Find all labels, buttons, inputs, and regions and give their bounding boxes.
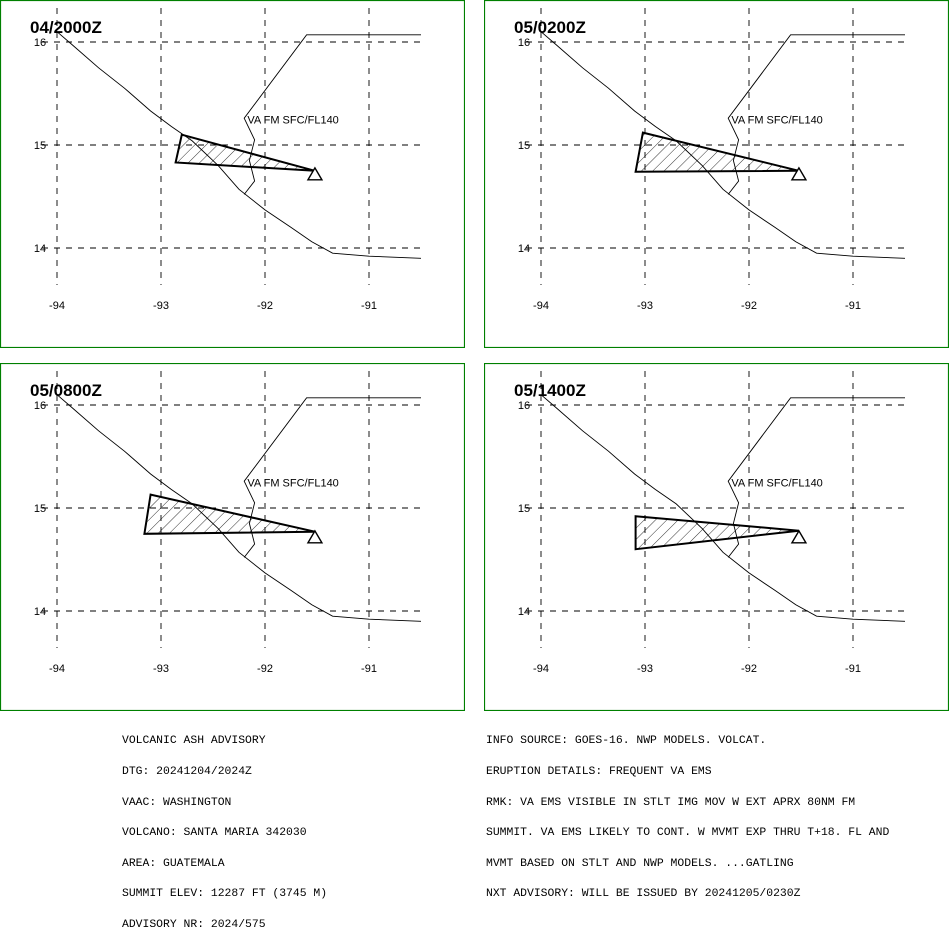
ash-cloud-polygon bbox=[143, 493, 316, 535]
advisory-line: SUMMIT ELEV: 12287 FT (3745 M) bbox=[122, 888, 328, 901]
advisory-line: DTG: 20241204/2024Z bbox=[122, 766, 252, 778]
lat-tick-label: 14 bbox=[518, 606, 530, 618]
panel-frame bbox=[0, 0, 465, 348]
ash-cloud-polygon bbox=[634, 515, 800, 551]
advisory-header: VOLCANIC ASH ADVISORY DTG: 20241204/2024… bbox=[122, 716, 327, 940]
lat-tick-label: 16 bbox=[34, 400, 46, 412]
country-border bbox=[727, 34, 905, 195]
lat-tick-label: 14 bbox=[518, 243, 530, 255]
lon-tick-label: -94 bbox=[49, 663, 65, 675]
lon-tick-label: -91 bbox=[845, 663, 861, 675]
lat-tick-label: 16 bbox=[518, 37, 530, 49]
lon-tick-label: -94 bbox=[49, 300, 65, 312]
panel-time-3: 05/0800Z bbox=[30, 381, 102, 400]
map-1: -94 -93 -92 -91 16 15 14 VA FM SFC/FL140 bbox=[0, 0, 465, 348]
plume-level-label: VA FM SFC/FL140 bbox=[247, 114, 339, 126]
advisory-line: AREA: GUATEMALA bbox=[122, 857, 225, 870]
advisory-line: NXT ADVISORY: WILL BE ISSUED BY 20241205… bbox=[486, 888, 801, 901]
panel-frame bbox=[484, 363, 949, 711]
ash-cloud-polygon bbox=[174, 133, 316, 172]
panel-frame bbox=[484, 0, 949, 348]
ash-cloud-polygon bbox=[634, 131, 800, 173]
lon-tick-label: -93 bbox=[153, 663, 169, 675]
country-border bbox=[243, 34, 421, 195]
volcano-icon bbox=[306, 166, 324, 181]
lon-tick-label: -92 bbox=[257, 663, 273, 675]
advisory-line: ERUPTION DETAILS: FREQUENT VA EMS bbox=[486, 766, 712, 778]
map-panel-4: -94 -93 -92 -91 16 15 14 VA FM SFC/FL140 05/140… bbox=[484, 363, 949, 711]
map-2: -94 -93 -92 -91 16 15 14 VA FM SFC/FL140 bbox=[484, 0, 949, 348]
country-border bbox=[727, 397, 905, 558]
advisory-line: VOLCANIC ASH ADVISORY bbox=[122, 735, 266, 748]
lon-tick-label: -93 bbox=[637, 663, 653, 675]
lon-tick-label: -92 bbox=[741, 663, 757, 675]
lon-tick-label: -91 bbox=[845, 300, 861, 312]
lat-tick-label: 15 bbox=[518, 140, 530, 152]
lon-tick-label: -94 bbox=[533, 300, 549, 312]
lat-tick-label: 15 bbox=[34, 503, 46, 515]
map-4: -94 -93 -92 -91 16 15 14 VA FM SFC/FL140 bbox=[484, 363, 949, 711]
map-3: -94 -93 -92 -91 16 15 14 VA FM SFC/FL140 bbox=[0, 363, 465, 711]
volcano-icon bbox=[790, 529, 808, 544]
volcano-icon bbox=[306, 529, 324, 544]
lon-tick-label: -93 bbox=[153, 300, 169, 312]
lat-tick-label: 15 bbox=[34, 140, 46, 152]
lat-tick-label: 14 bbox=[34, 243, 46, 255]
advisory-line: INFO SOURCE: GOES-16. NWP MODELS. VOLCAT… bbox=[486, 735, 767, 748]
lon-tick-label: -92 bbox=[257, 300, 273, 312]
advisory-remarks: INFO SOURCE: GOES-16. NWP MODELS. VOLCAT… bbox=[486, 716, 889, 910]
volcano-icon bbox=[790, 166, 808, 181]
lon-tick-label: -94 bbox=[533, 663, 549, 675]
map-panel-3: -94 -93 -92 -91 16 15 14 VA FM SFC/FL140 05/080… bbox=[0, 363, 465, 711]
plume-level-label: VA FM SFC/FL140 bbox=[247, 477, 339, 489]
advisory-line: RMK: VA EMS VISIBLE IN STLT IMG MOV W EX… bbox=[486, 796, 856, 809]
map-panel-1: -94 -93 -92 -91 16 15 14 VA FM SFC/FL140 04/200… bbox=[0, 0, 465, 348]
lat-tick-label: 16 bbox=[34, 37, 46, 49]
map-panel-2: -94 -93 -92 -91 16 15 14 VA FM SFC/FL140 05/020… bbox=[484, 0, 949, 348]
advisory-line: VOLCANO: SANTA MARIA 342030 bbox=[122, 827, 307, 840]
plume-level-label: VA FM SFC/FL140 bbox=[731, 114, 823, 126]
advisory-line: SUMMIT. VA EMS LIKELY TO CONT. W MVMT EX… bbox=[486, 827, 890, 840]
advisory-line: VAAC: WASHINGTON bbox=[122, 796, 232, 809]
advisory-line: MVMT BASED ON STLT AND NWP MODELS. ...GA… bbox=[486, 857, 794, 870]
lon-tick-label: -91 bbox=[361, 300, 377, 312]
panel-time-1: 04/2000Z bbox=[30, 18, 102, 37]
advisory-line: ADVISORY NR: 2024/575 bbox=[122, 918, 266, 931]
lat-tick-label: 16 bbox=[518, 400, 530, 412]
panel-time-2: 05/0200Z bbox=[514, 18, 586, 37]
lon-tick-label: -93 bbox=[637, 300, 653, 312]
plume-level-label: VA FM SFC/FL140 bbox=[731, 477, 823, 489]
lat-tick-label: 14 bbox=[34, 606, 46, 618]
lon-tick-label: -92 bbox=[741, 300, 757, 312]
panel-time-4: 05/1400Z bbox=[514, 381, 586, 400]
lon-tick-label: -91 bbox=[361, 663, 377, 675]
panel-frame bbox=[0, 363, 465, 711]
country-border bbox=[243, 397, 421, 558]
lat-tick-label: 15 bbox=[518, 503, 530, 515]
